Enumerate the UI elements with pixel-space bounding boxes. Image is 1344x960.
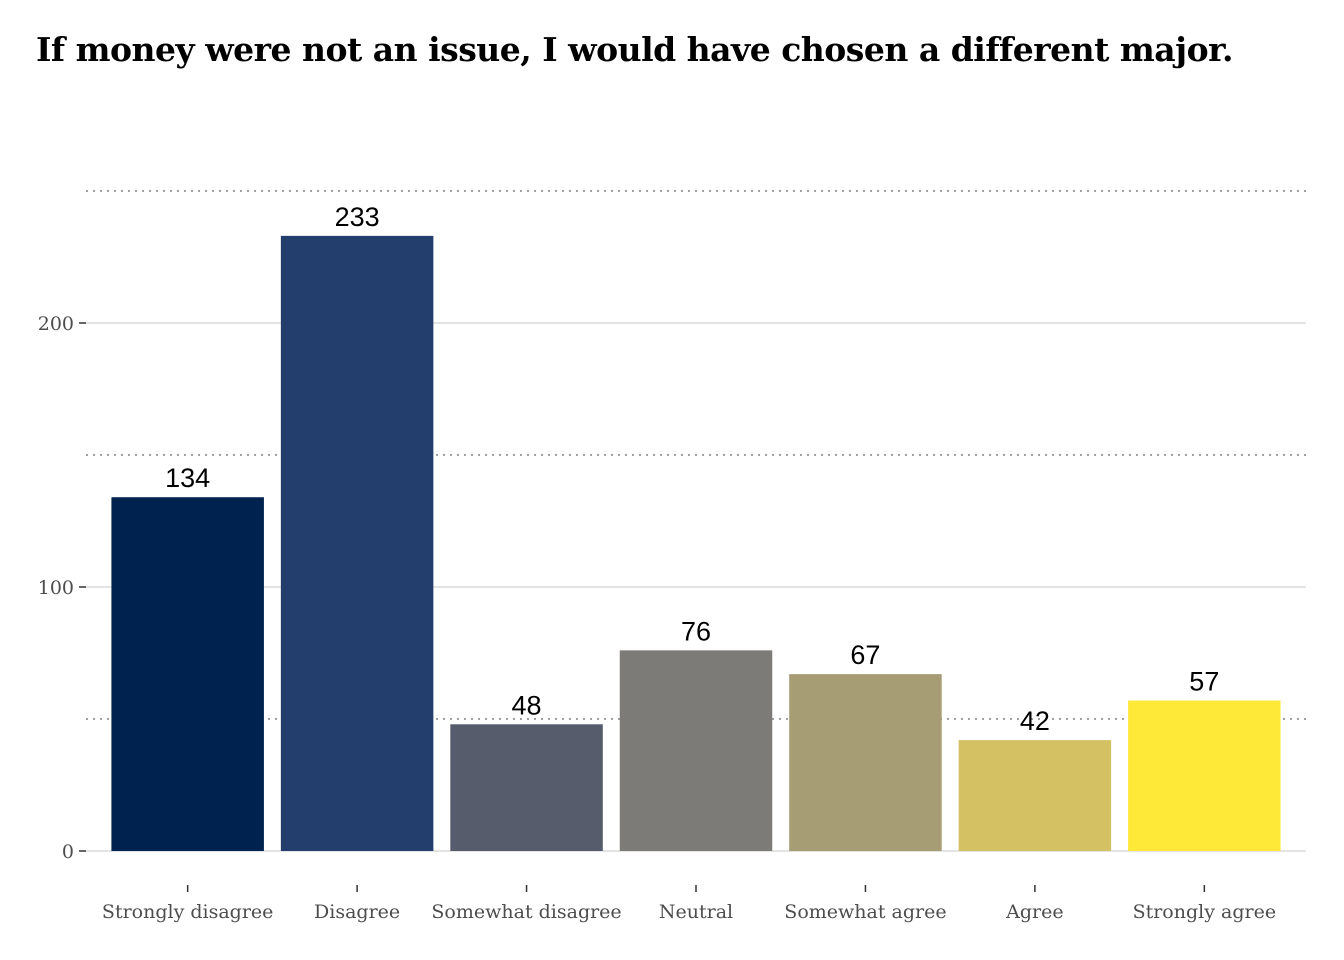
x-tick-label: Agree <box>1005 901 1063 923</box>
bar <box>111 497 264 851</box>
bar <box>789 674 942 851</box>
bar <box>958 740 1112 851</box>
bar-value-label: 233 <box>335 202 380 232</box>
bar-value-label: 57 <box>1189 667 1219 697</box>
y-tick-label: 100 <box>38 577 74 599</box>
x-tick-label: Disagree <box>314 901 400 923</box>
axis-layer: 0 100 200 Strongly disagree Disagree Somewhat… <box>38 313 1276 923</box>
x-tick-label: Strongly disagree <box>102 901 273 923</box>
y-tick-label: 0 <box>62 841 74 863</box>
bar <box>450 724 603 851</box>
bar-value-label: 134 <box>165 463 210 493</box>
label-layer: 134 233 48 76 67 42 57 <box>165 202 1219 736</box>
bar-layer <box>111 235 1281 851</box>
x-tick-label: Somewhat agree <box>784 901 946 923</box>
x-tick-label: Somewhat disagree <box>431 901 621 923</box>
y-tick-label: 200 <box>38 313 74 335</box>
bar-value-label: 76 <box>681 616 711 646</box>
bar <box>1128 700 1281 851</box>
x-tick-label: Neutral <box>659 901 733 923</box>
x-tick-label: Strongly agree <box>1133 901 1276 923</box>
chart-title: If money were not an issue, I would have… <box>36 30 1233 69</box>
bar <box>619 650 773 851</box>
bar <box>280 235 434 851</box>
bar-value-label: 67 <box>850 640 880 670</box>
bar-value-label: 42 <box>1020 706 1050 736</box>
bar-value-label: 48 <box>512 690 542 720</box>
